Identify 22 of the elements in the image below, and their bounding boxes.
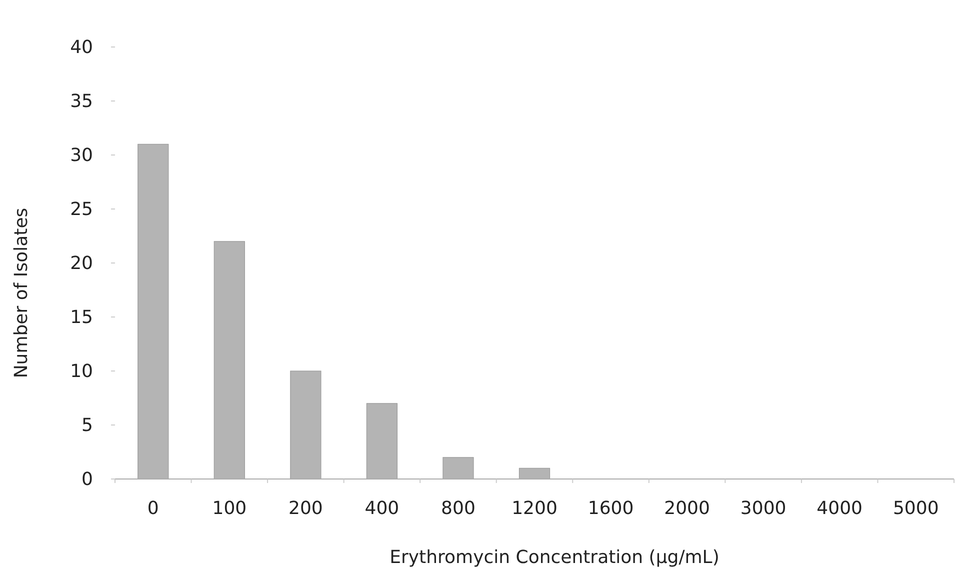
y-tick-label: 25 (70, 198, 93, 220)
x-tick-label: 800 (441, 498, 476, 519)
y-tick-label: 35 (70, 90, 93, 112)
x-tick-label: 400 (364, 498, 400, 519)
y-tick-label: 0 (82, 468, 93, 490)
y-tick-label: 20 (70, 252, 93, 274)
y-tick-label: 30 (70, 144, 93, 166)
y-axis-title: Number of Isolates (11, 208, 32, 378)
x-tick-label: 1200 (512, 498, 558, 519)
x-axis-title: Erythromycin Concentration (μg/mL) (390, 547, 720, 568)
y-tick-label: 10 (70, 360, 93, 382)
x-tick-label: 3000 (740, 498, 786, 519)
y-tick-label: 5 (82, 414, 93, 436)
y-tick-label: 15 (70, 306, 93, 328)
x-tick-label: 200 (288, 498, 323, 519)
x-tick-label: 1600 (588, 498, 634, 519)
x-tick-label: 5000 (892, 498, 939, 519)
x-tick-label: 4000 (816, 498, 862, 519)
x-tick-label: 0 (147, 498, 159, 519)
y-tick-label: 40 (70, 36, 93, 58)
x-tick-label: 100 (212, 498, 247, 519)
x-tick-label: 2000 (664, 498, 710, 519)
